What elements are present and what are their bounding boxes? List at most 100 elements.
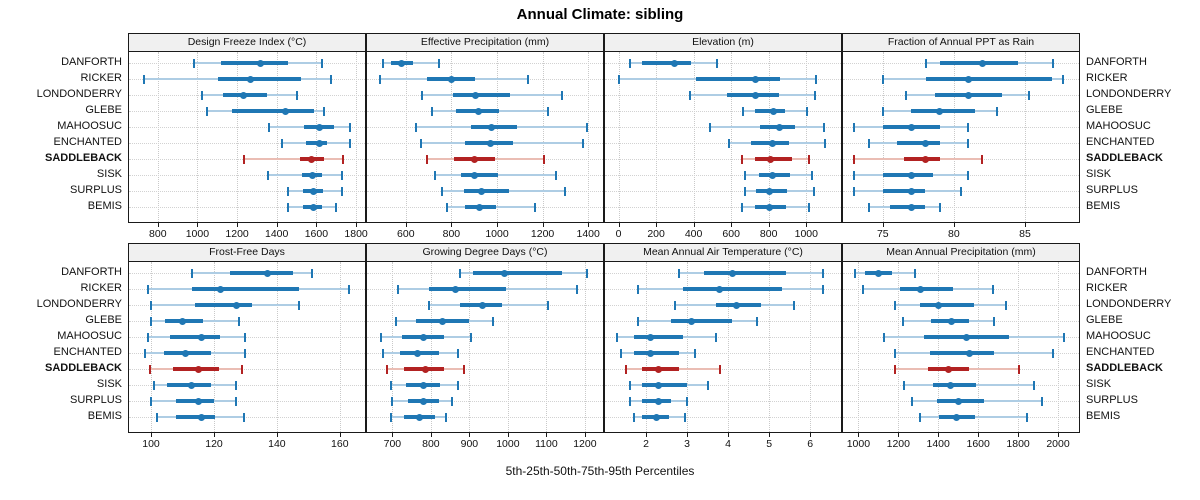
interquartile-bar bbox=[683, 287, 782, 291]
whisker-cap-95th bbox=[714, 333, 717, 342]
whisker-cap-5th bbox=[903, 381, 906, 390]
gridline-vertical bbox=[728, 262, 730, 432]
whisker-cap-5th bbox=[740, 203, 743, 212]
axis-tick bbox=[197, 223, 199, 227]
gridline-horizontal bbox=[129, 369, 365, 370]
whisker-cap-5th bbox=[867, 139, 870, 148]
median-dot bbox=[652, 413, 660, 421]
whisker-cap-95th bbox=[542, 155, 545, 164]
whisker-cap-95th bbox=[813, 91, 816, 100]
interquartile-bar bbox=[920, 303, 975, 307]
whisker-cap-95th bbox=[1052, 59, 1055, 68]
median-dot bbox=[752, 91, 760, 99]
axis-tick-label: 1000 bbox=[846, 438, 871, 450]
whisker-cap-95th bbox=[824, 139, 826, 148]
median-dot bbox=[907, 203, 915, 211]
gridline-horizontal bbox=[367, 385, 603, 386]
whisker-cap-5th bbox=[382, 59, 384, 68]
panel-plot bbox=[843, 262, 1079, 432]
whisker-cap-5th bbox=[420, 91, 423, 100]
median-dot bbox=[769, 171, 776, 179]
station-label-left: ENCHANTED bbox=[53, 346, 122, 358]
whisker-cap-5th bbox=[677, 269, 680, 278]
gridline-horizontal bbox=[605, 175, 841, 176]
whisker-cap-95th bbox=[533, 203, 536, 212]
gridline-vertical bbox=[731, 52, 733, 222]
gridline-vertical bbox=[157, 52, 159, 222]
whisker-cap-95th bbox=[456, 349, 459, 358]
axis-tick-label: 2000 bbox=[1046, 438, 1070, 450]
axis-tick bbox=[728, 433, 730, 437]
axis-tick bbox=[588, 223, 590, 227]
whisker-cap-95th bbox=[310, 269, 313, 278]
whisker-cap-5th bbox=[385, 365, 388, 374]
whisker-cap-5th bbox=[616, 333, 619, 342]
interquartile-bar bbox=[191, 287, 299, 291]
whisker-cap-5th bbox=[673, 301, 676, 310]
whisker-cap-95th bbox=[1018, 365, 1021, 374]
gridline-horizontal bbox=[129, 207, 365, 208]
whisker-cap-95th bbox=[1005, 301, 1008, 310]
whisker-cap-5th bbox=[620, 349, 623, 358]
median-dot bbox=[471, 91, 479, 99]
whisker-cap-5th bbox=[617, 75, 620, 84]
whisker-cap-95th bbox=[1063, 333, 1065, 342]
whisker-cap-95th bbox=[341, 187, 344, 196]
median-dot bbox=[934, 301, 942, 309]
median-dot bbox=[907, 171, 915, 179]
axis-tick bbox=[405, 223, 407, 227]
whisker-cap-95th bbox=[445, 413, 448, 422]
axis-tick-label: 600 bbox=[722, 228, 740, 240]
median-dot bbox=[282, 107, 290, 115]
axis-tick bbox=[938, 433, 940, 437]
median-dot bbox=[419, 333, 427, 341]
whisker-cap-95th bbox=[295, 91, 298, 100]
gridline-horizontal bbox=[367, 353, 603, 354]
whisker-cap-95th bbox=[938, 203, 941, 212]
gridline-vertical bbox=[339, 262, 341, 432]
whisker-cap-95th bbox=[684, 413, 686, 422]
whisker-cap-5th bbox=[881, 75, 884, 84]
whisker-cap-5th bbox=[902, 317, 905, 326]
median-dot bbox=[716, 285, 724, 293]
whisker-cap-5th bbox=[243, 155, 245, 164]
whisker-cap-5th bbox=[883, 333, 886, 342]
axis-tick bbox=[584, 433, 586, 437]
whisker-cap-5th bbox=[431, 107, 433, 116]
whisker-cap-5th bbox=[853, 155, 856, 164]
interquartile-bar bbox=[904, 157, 940, 161]
median-dot bbox=[315, 139, 323, 147]
whisker-cap-95th bbox=[995, 107, 998, 116]
median-dot bbox=[944, 365, 952, 373]
station-label-left: RICKER bbox=[80, 282, 122, 294]
axis-tick-label: 800 bbox=[442, 228, 461, 240]
axis-tick-label: 1400 bbox=[576, 228, 600, 240]
axis-tick bbox=[339, 433, 341, 437]
whisker-cap-5th bbox=[728, 139, 731, 148]
station-label-right: GLEBE bbox=[1086, 314, 1123, 326]
whisker-cap-95th bbox=[323, 107, 326, 116]
interquartile-bar bbox=[232, 109, 315, 113]
axis-tick-label: 1600 bbox=[304, 228, 329, 240]
station-label-left: GLEBE bbox=[85, 104, 122, 116]
whisker-cap-5th bbox=[628, 59, 631, 68]
gridline-vertical bbox=[214, 262, 215, 432]
whisker-cap-5th bbox=[628, 397, 631, 406]
median-dot bbox=[419, 381, 427, 389]
axis-tick-label: 800 bbox=[149, 228, 167, 240]
median-dot bbox=[978, 59, 986, 67]
median-dot bbox=[470, 171, 478, 179]
axis-tick bbox=[656, 223, 658, 227]
median-dot bbox=[197, 413, 205, 421]
axis-tick-label: 140 bbox=[268, 438, 286, 450]
whisker-cap-5th bbox=[445, 203, 448, 212]
whisker-cap-5th bbox=[894, 349, 897, 358]
whisker-cap-5th bbox=[458, 269, 461, 278]
station-label-left: SISK bbox=[96, 378, 122, 390]
whisker-cap-5th bbox=[744, 171, 747, 180]
whisker-cap-95th bbox=[349, 123, 352, 132]
gridline-horizontal bbox=[605, 401, 841, 402]
median-dot bbox=[874, 269, 882, 277]
median-dot bbox=[486, 139, 494, 147]
axis-tick-label: 1200 bbox=[573, 438, 597, 450]
